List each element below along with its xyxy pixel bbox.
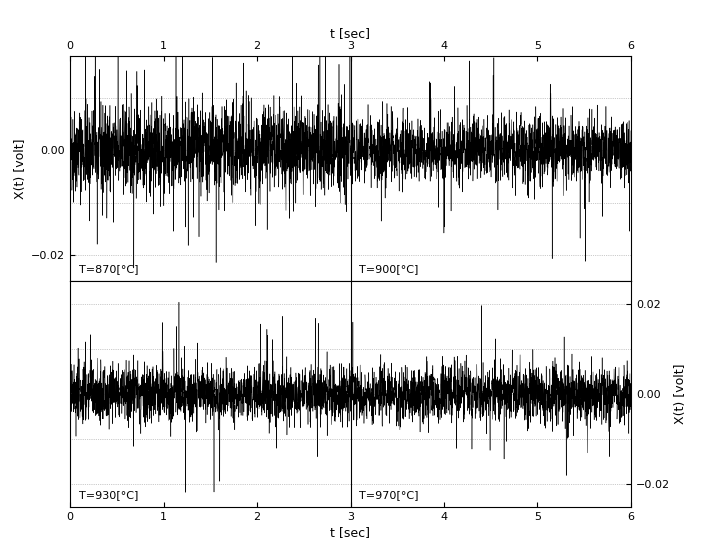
X-axis label: t [sec]: t [sec] [330,526,371,539]
Text: T=930[°C]: T=930[°C] [79,490,138,500]
Text: T=870[°C]: T=870[°C] [79,265,138,275]
Text: T=970[°C]: T=970[°C] [359,490,418,500]
Y-axis label: X(t) [volt]: X(t) [volt] [14,138,27,199]
Text: T=900[°C]: T=900[°C] [359,265,418,275]
Y-axis label: X(t) [volt]: X(t) [volt] [674,364,687,424]
X-axis label: t [sec]: t [sec] [330,27,371,40]
